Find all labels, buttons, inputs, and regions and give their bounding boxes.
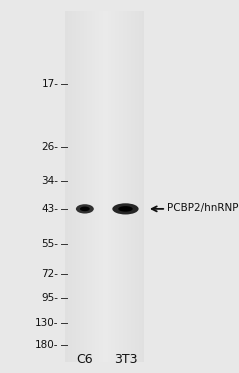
Bar — [65, 11, 143, 362]
Ellipse shape — [118, 206, 133, 212]
Ellipse shape — [112, 203, 139, 214]
Text: 34-: 34- — [42, 176, 59, 186]
Ellipse shape — [80, 207, 90, 211]
Text: 130-: 130- — [35, 318, 59, 327]
Text: C6: C6 — [76, 352, 93, 366]
Text: 43-: 43- — [42, 204, 59, 214]
Text: 55-: 55- — [42, 239, 59, 249]
Text: PCBP2/hnRNP E2: PCBP2/hnRNP E2 — [167, 203, 239, 213]
Text: 180-: 180- — [35, 340, 59, 350]
Text: 26-: 26- — [42, 142, 59, 152]
Text: 17-: 17- — [42, 79, 59, 89]
Text: 95-: 95- — [42, 294, 59, 303]
Ellipse shape — [76, 204, 94, 213]
Text: 3T3: 3T3 — [114, 352, 137, 366]
Text: 72-: 72- — [42, 269, 59, 279]
